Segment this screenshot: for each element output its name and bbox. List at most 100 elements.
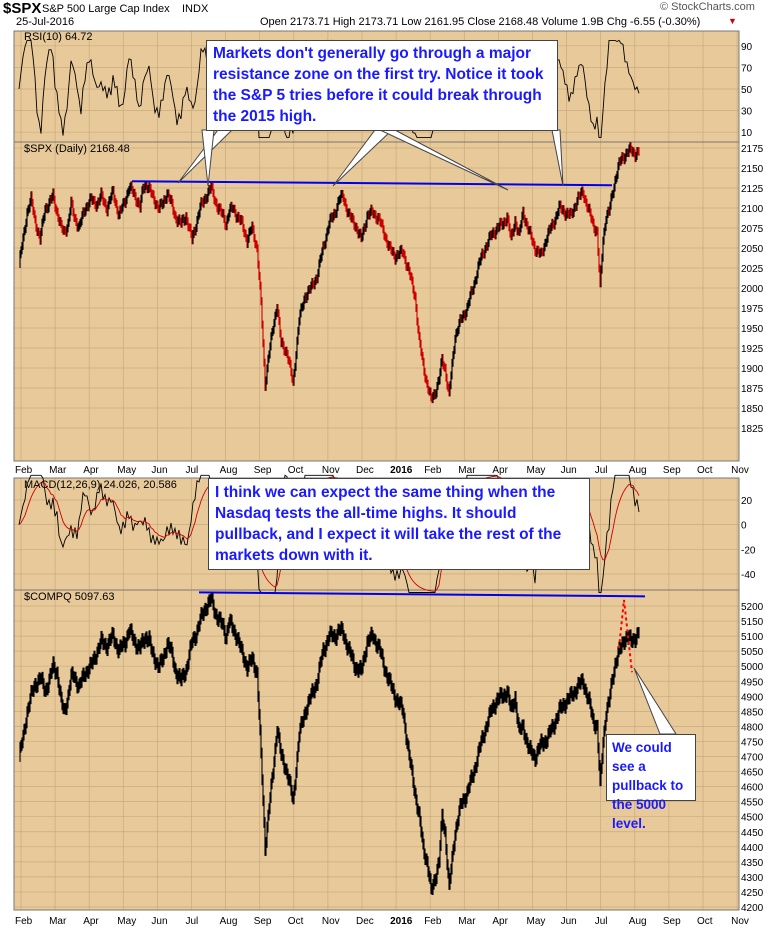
macd-tick-label: -20 (741, 545, 756, 556)
compq-month-label: Feb (424, 916, 442, 927)
compq-tick-label: 4500 (741, 813, 764, 824)
spx-month-label: Feb (15, 465, 33, 476)
spx-month-label: Feb (424, 465, 442, 476)
spx-month-label: Jun (561, 465, 577, 476)
compq-month-label: May (527, 916, 546, 927)
compq-tick-label: 5200 (741, 602, 764, 613)
spx-tick-label: 2150 (741, 164, 764, 175)
macd-line (18, 474, 640, 593)
spx-month-label: Oct (288, 465, 304, 476)
spx-month-label: Mar (458, 465, 476, 476)
compq-month-label: Dec (356, 916, 374, 927)
spx-panel (14, 142, 739, 461)
compq-tick-label: 4750 (741, 737, 764, 748)
spx-month-label: Sep (254, 465, 272, 476)
compq-tick-label: 5100 (741, 632, 764, 643)
compq-month-label: Jun (561, 916, 577, 927)
macd-label: MACD(12,26,9) 24.026, 20.586 (24, 479, 177, 491)
spx-month-label: Aug (629, 465, 647, 476)
compq-tick-label: 4850 (741, 707, 764, 718)
spx-month-label: Nov (322, 465, 340, 476)
spx-month-label: Jul (186, 465, 199, 476)
spx-tick-label: 1900 (741, 364, 764, 375)
spx-month-label: Dec (356, 465, 374, 476)
macd-tick-label: 20 (741, 496, 753, 507)
rsi-tick-label: 90 (741, 42, 753, 53)
compq-tick-label: 5000 (741, 662, 764, 673)
spx-tick-label: 1825 (741, 424, 764, 435)
rsi-tick-label: 50 (741, 85, 753, 96)
compq-tick-label: 4200 (741, 903, 764, 914)
compq-month-label: Aug (629, 916, 647, 927)
spx-tick-label: 2000 (741, 284, 764, 295)
spx-tick-label: 2125 (741, 184, 764, 195)
spx-price-series (19, 142, 640, 404)
compq-month-label: Jul (595, 916, 608, 927)
spx-month-label: Aug (220, 465, 238, 476)
macd-tick-label: -40 (741, 570, 756, 581)
compq-month-label: Mar (458, 916, 476, 927)
pullback-annotation-callout: We could see a pullback to the 5000 leve… (606, 734, 696, 831)
compq-tick-label: 4400 (741, 843, 764, 854)
spx-month-label: Jun (151, 465, 167, 476)
compq-month-label: Apr (492, 916, 508, 927)
spx-month-label: 2016 (390, 465, 413, 476)
rsi-tick-label: 10 (741, 128, 753, 139)
compq-month-label: Aug (220, 916, 238, 927)
compq-tick-label: 4600 (741, 783, 764, 794)
compq-tick-label: 4900 (741, 692, 764, 703)
spx-tick-label: 2175 (741, 144, 764, 155)
compq-month-label: May (117, 916, 136, 927)
compq-tick-label: 4650 (741, 768, 764, 779)
spx-tick-label: 2050 (741, 244, 764, 255)
compq-month-label: Oct (697, 916, 713, 927)
spx-resistance-line (131, 180, 613, 187)
compq-month-label: Oct (288, 916, 304, 927)
spx-tick-label: 2025 (741, 264, 764, 275)
spx-tick-label: 1925 (741, 344, 764, 355)
stockcharts-watermark: © StockCharts.com (660, 1, 755, 13)
macd-tick-label: 0 (741, 521, 747, 532)
rsi-tick-label: 70 (741, 63, 753, 74)
compq-tick-label: 4350 (741, 858, 764, 869)
spx-tick-label: 1975 (741, 304, 764, 315)
spx-month-label: May (527, 465, 546, 476)
compq-tick-label: 4250 (741, 888, 764, 899)
compq-resistance-line (198, 591, 646, 598)
spx-month-label: Apr (83, 465, 99, 476)
compq-price-series (19, 592, 640, 896)
rsi-label: RSI(10) 64.72 (24, 31, 93, 43)
spx-label: $SPX (Daily) 2168.48 (24, 143, 130, 155)
compq-month-label: Apr (83, 916, 99, 927)
spx-annotation-callout: Markets don't generally go through a maj… (206, 40, 558, 131)
spx-month-label: Sep (663, 465, 681, 476)
compq-tick-label: 5150 (741, 617, 764, 628)
compq-tick-label: 4700 (741, 753, 764, 764)
chart-security-name: S&P 500 Large Cap Index (42, 3, 170, 15)
spx-month-label: Apr (492, 465, 508, 476)
projected-pullback-line (618, 599, 633, 673)
compq-month-label: Feb (15, 916, 33, 927)
rsi-tick-label: 30 (741, 107, 753, 118)
compq-label: $COMPQ 5097.63 (24, 591, 115, 603)
compq-tick-label: 5050 (741, 647, 764, 658)
quote-summary: Open 2173.71 High 2173.71 Low 2161.95 Cl… (260, 16, 701, 28)
compq-month-label: Sep (254, 916, 272, 927)
nasdaq-annotation-callout: I think we can expect the same thing whe… (208, 478, 590, 570)
spx-tick-label: 1875 (741, 384, 764, 395)
spx-month-label: Oct (697, 465, 713, 476)
compq-tick-label: 4550 (741, 798, 764, 809)
spx-tick-label: 2075 (741, 224, 764, 235)
spx-tick-label: 1950 (741, 324, 764, 335)
chart-exchange: INDX (182, 3, 209, 15)
compq-month-label: 2016 (390, 916, 413, 927)
compq-month-label: Sep (663, 916, 681, 927)
spx-month-label: Nov (731, 465, 749, 476)
spx-tick-label: 1850 (741, 404, 764, 415)
spx-month-label: May (117, 465, 136, 476)
compq-tick-label: 4450 (741, 828, 764, 839)
compq-month-label: Jun (151, 916, 167, 927)
compq-month-label: Jul (186, 916, 199, 927)
compq-tick-label: 4950 (741, 677, 764, 688)
